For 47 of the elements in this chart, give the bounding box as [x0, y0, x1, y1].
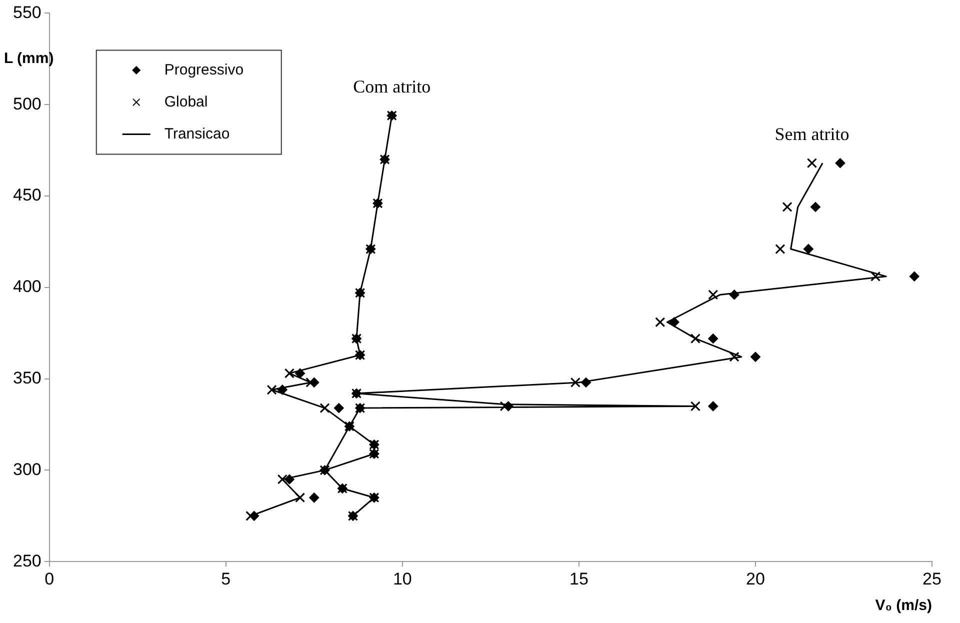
point: [306, 377, 316, 388]
x-tick-label: 20: [746, 569, 765, 588]
point: [277, 474, 288, 484]
y-tick-label: 350: [12, 368, 42, 388]
annotation: Sem atrito: [774, 124, 850, 144]
legend-label: Global: [164, 93, 208, 110]
x-axis-title: V₀ (m/s): [875, 597, 932, 614]
point: [750, 352, 760, 362]
x-tick-label: 5: [221, 569, 231, 588]
y-tick-label: 500: [12, 94, 42, 114]
point: [246, 510, 256, 521]
y-tick-label: 300: [12, 460, 42, 479]
annotation: Com atrito: [353, 76, 431, 96]
point: [284, 368, 294, 378]
point: [708, 401, 718, 412]
point: [909, 271, 920, 282]
x-tick-label: 15: [569, 569, 588, 588]
point: [835, 158, 846, 168]
y-axis-title: L (mm): [4, 50, 54, 68]
legend-label: Transicao: [164, 125, 230, 142]
point: [294, 492, 306, 503]
point: [782, 202, 792, 212]
point: [570, 377, 580, 388]
point: [690, 401, 700, 412]
point: [309, 492, 320, 503]
y-tick-label: 450: [12, 186, 42, 205]
point: [775, 244, 786, 254]
point: [803, 244, 814, 254]
point: [266, 384, 277, 395]
y-tick-label: 250: [12, 551, 42, 570]
point: [810, 202, 820, 212]
point: [870, 271, 881, 282]
legend-label: Progressivo: [164, 61, 244, 78]
point: [729, 352, 740, 362]
point: [500, 401, 510, 412]
point: [655, 317, 666, 328]
y-tick-label: 400: [12, 277, 42, 296]
x-tick-label: 0: [44, 569, 54, 588]
x-tick-label: 10: [392, 569, 412, 588]
point: [320, 403, 330, 414]
point: [708, 290, 718, 300]
x-tick-label: 25: [922, 569, 942, 588]
point: [690, 334, 700, 344]
point: [334, 403, 344, 414]
point: [806, 158, 818, 168]
point: [708, 334, 718, 344]
y-tick-label: 550: [12, 2, 42, 22]
